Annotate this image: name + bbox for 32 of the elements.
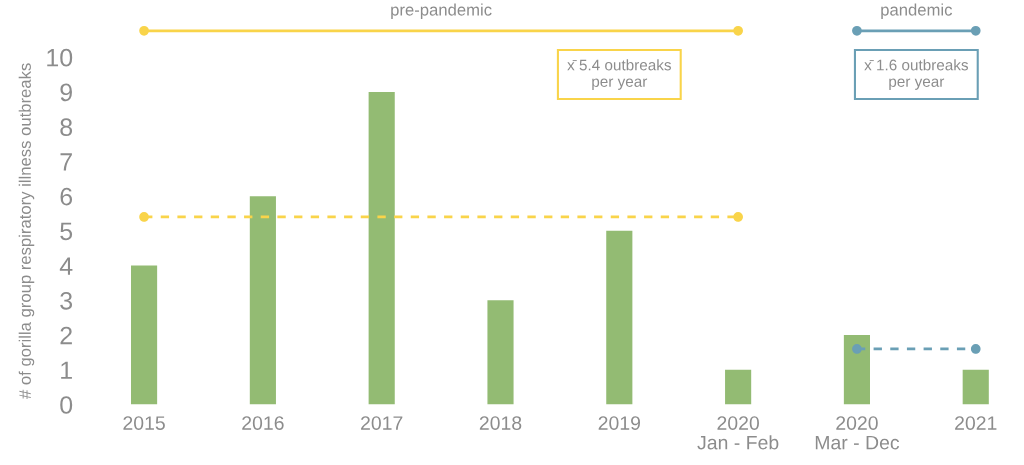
bar bbox=[131, 265, 158, 405]
y-tick-label: 9 bbox=[60, 83, 72, 102]
y-tick-label: 0 bbox=[60, 396, 73, 414]
x-tick-label: 2020 Jan - Feb bbox=[697, 416, 779, 450]
y-tick-label: 1 bbox=[61, 361, 72, 379]
x-tick-label: 2020 Mar - Dec bbox=[815, 416, 900, 450]
x-tick-label: 2021 bbox=[955, 416, 997, 430]
y-tick-label: 4 bbox=[59, 257, 73, 275]
y-tick-label: 10 bbox=[47, 48, 73, 67]
x-tick-label: 2018 bbox=[479, 416, 522, 430]
y-tick-label: 6 bbox=[60, 187, 73, 206]
y-tick-label: 3 bbox=[60, 291, 73, 310]
y-axis-title: # of gorilla group respiratory illness outbreaks bbox=[18, 63, 35, 399]
y-tick-label: 8 bbox=[60, 118, 73, 136]
bar bbox=[606, 230, 633, 405]
x-tick-label: 2015 bbox=[123, 416, 165, 430]
bar bbox=[487, 300, 514, 405]
x-tick-label: 2019 bbox=[598, 416, 641, 430]
bar bbox=[368, 91, 395, 405]
text: pandemic bbox=[881, 3, 953, 19]
bar bbox=[249, 196, 276, 405]
text: pre-pandemic bbox=[391, 3, 492, 19]
annotation: x̄ 1.6 outbreaks per year bbox=[864, 59, 969, 90]
y-tick-label: 7 bbox=[60, 153, 72, 171]
annotation: x̄ 5.4 outbreaks per year bbox=[567, 59, 671, 90]
bar bbox=[843, 335, 870, 405]
bar bbox=[962, 369, 989, 405]
bar bbox=[725, 369, 752, 405]
x-tick-label: 2016 bbox=[242, 416, 284, 430]
y-tick-label: 2 bbox=[60, 326, 72, 345]
x-tick-label: 2017 bbox=[361, 416, 403, 430]
y-tick-label: 5 bbox=[60, 222, 73, 241]
